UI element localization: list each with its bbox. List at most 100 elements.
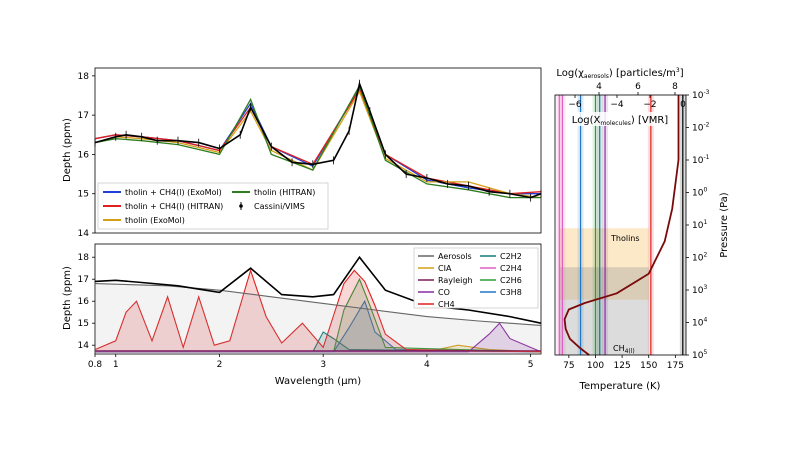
legend-label: Cassini/VIMS bbox=[254, 202, 305, 211]
legend-label: Aerosols bbox=[438, 252, 472, 261]
band-label-ch4l: CH4(l) bbox=[613, 344, 635, 355]
right-panel-top-ticks: 4 6 8 bbox=[596, 82, 678, 95]
temperature-pressure-panel: 10-3 10-2 10-1 100 101 102 103 104 105 75 100 125 1… bbox=[554, 67, 730, 392]
legend-entry-cia: CIA bbox=[418, 264, 452, 273]
legend-label: CH4 bbox=[438, 300, 455, 309]
top-panel-ylabel: Depth (ppm) bbox=[62, 118, 73, 182]
right-panel-ylabel: Pressure (Pa) bbox=[719, 192, 730, 257]
right-panel-bands bbox=[559, 228, 649, 355]
xtick-label: 175 bbox=[667, 361, 684, 371]
bottom-panel-xticks: 0.8 1 2 3 4 5 bbox=[88, 354, 533, 370]
bottom-panel-legend: Aerosols CIA Rayleigh CO CH4 C2H2 bbox=[413, 247, 539, 309]
ytick-label: 18 bbox=[78, 253, 90, 263]
legend-entry-c2h4: C2H4 bbox=[480, 264, 522, 273]
right-panel-abundance-lines bbox=[556, 95, 686, 355]
ytick-label: 14 bbox=[78, 229, 90, 239]
xtick-label: 2 bbox=[217, 360, 223, 370]
ytick-label: 10-1 bbox=[692, 154, 710, 166]
ytick-label: 16 bbox=[78, 297, 90, 307]
top-legend-box bbox=[97, 182, 329, 230]
top-panel-frame bbox=[94, 67, 542, 234]
legend-label: tholin + CH4(l) (ExoMol) bbox=[125, 188, 222, 197]
ytick-label: 10-3 bbox=[692, 89, 710, 101]
xtick-label: 0.8 bbox=[88, 360, 103, 370]
bottom-legend-box bbox=[413, 247, 539, 309]
legend-label: Rayleigh bbox=[438, 276, 473, 285]
ytick-label: 105 bbox=[692, 349, 707, 361]
bottom-panel-yticks: 14 15 16 17 18 bbox=[78, 253, 95, 351]
right-panel-profile bbox=[563, 95, 680, 356]
inner-tick-label: −4 bbox=[610, 100, 624, 110]
band-label-tholins: Tholins bbox=[610, 234, 640, 243]
top-tick-label: 6 bbox=[635, 82, 641, 92]
series-line-cassini-vims bbox=[94, 255, 542, 324]
legend-label: C3H8 bbox=[500, 288, 522, 297]
bottom-panel-frame bbox=[94, 243, 542, 355]
bottom-panel-series bbox=[94, 255, 542, 354]
inner-tick-label: −6 bbox=[568, 100, 582, 110]
bottom-panel-ylabel: Depth (ppm) bbox=[62, 266, 73, 330]
bottom-contribution-panel: 14 15 16 17 18 0.8 1 2 3 4 5 Depth (ppm) Waveleng… bbox=[62, 243, 542, 387]
inner-axis-label-bg bbox=[568, 112, 672, 126]
legend-entry-aerosols: Aerosols bbox=[418, 252, 472, 261]
legend-entry-tholin-exomol: tholin (ExoMol) bbox=[103, 216, 185, 225]
legend-entry-cassini-vims: Cassini/VIMS bbox=[239, 202, 305, 211]
band-tholins bbox=[559, 228, 649, 300]
legend-marker bbox=[239, 204, 243, 208]
legend-entry-c2h6: C2H6 bbox=[480, 276, 522, 285]
ytick-label: 14 bbox=[78, 341, 90, 351]
inner-tick-label: −2 bbox=[643, 100, 656, 110]
series-line-co bbox=[95, 322, 542, 353]
ytick-label: 102 bbox=[692, 252, 707, 264]
right-panel-inner-ticks: −6 −4 −2 0 bbox=[568, 95, 686, 110]
right-panel-xticks: 75 100 125 150 175 bbox=[563, 355, 684, 371]
top-panel-series bbox=[94, 79, 542, 202]
legend-label: C2H4 bbox=[500, 264, 522, 273]
right-panel-yticks: 10-3 10-2 10-1 100 101 102 103 104 105 bbox=[686, 89, 710, 361]
ytick-label: 15 bbox=[78, 319, 89, 329]
legend-label: C2H2 bbox=[500, 252, 522, 261]
legend-entry-tholin-ch4-exomol: tholin + CH4(l) (ExoMol) bbox=[103, 188, 222, 197]
legend-entry-c3h8: C3H8 bbox=[480, 288, 522, 297]
ytick-label: 100 bbox=[692, 187, 707, 199]
legend-entry-ch4: CH4 bbox=[418, 300, 455, 309]
legend-label: tholin (HITRAN) bbox=[254, 188, 315, 197]
ytick-label: 17 bbox=[78, 275, 89, 285]
legend-entry-co: CO bbox=[418, 288, 450, 297]
ytick-label: 10-2 bbox=[692, 122, 710, 134]
area-fill-co bbox=[95, 323, 541, 352]
series-line-tholin-exomol bbox=[94, 90, 542, 199]
legend-label: C2H6 bbox=[500, 276, 522, 285]
series-line-ch4 bbox=[94, 268, 542, 353]
xtick-label: 1 bbox=[113, 360, 119, 370]
xtick-label: 75 bbox=[563, 361, 574, 371]
xtick-label: 4 bbox=[424, 360, 430, 370]
series-line-cassini-vims bbox=[94, 80, 542, 199]
series-line-tholin-ch4-l-hitran bbox=[94, 88, 542, 195]
ytick-label: 18 bbox=[78, 72, 90, 82]
ytick-label: 101 bbox=[692, 219, 707, 231]
ytick-label: 17 bbox=[78, 111, 89, 121]
legend-label: CIA bbox=[438, 264, 452, 273]
ytick-label: 16 bbox=[78, 150, 90, 160]
legend-entry-c2h2: C2H2 bbox=[480, 252, 522, 261]
xtick-label: 150 bbox=[640, 361, 657, 371]
inner-axis-label: Log(Xmolecules) [VMR] bbox=[572, 115, 668, 127]
top-axis-label: Log(χaerosols) [particles/m3] bbox=[556, 67, 683, 80]
xtick-label: 125 bbox=[614, 361, 631, 371]
legend-label: tholin + CH4(l) (HITRAN) bbox=[125, 202, 223, 211]
right-panel-xlabel: Temperature (K) bbox=[579, 381, 661, 392]
ytick-label: 15 bbox=[78, 190, 89, 200]
legend-entry-rayleigh: Rayleigh bbox=[418, 276, 473, 285]
top-spectrum-panel: 14 15 16 17 18 Depth (ppm) tholin + CH4(l) (… bbox=[62, 67, 542, 239]
legend-entry-tholin-ch4-hitran: tholin + CH4(l) (HITRAN) bbox=[103, 202, 223, 211]
inner-tick-label: 0 bbox=[680, 100, 686, 110]
legend-entry-tholin-hitran: tholin (HITRAN) bbox=[232, 188, 315, 197]
ytick-label: 104 bbox=[692, 317, 707, 329]
top-panel-yticks: 14 15 16 17 18 bbox=[78, 72, 95, 239]
area-fill-aerosols bbox=[95, 283, 541, 354]
series-line-tholin-hitran bbox=[94, 84, 541, 199]
legend-label: CO bbox=[438, 288, 450, 297]
bottom-panel-xlabel: Wavelength (μm) bbox=[275, 376, 362, 387]
